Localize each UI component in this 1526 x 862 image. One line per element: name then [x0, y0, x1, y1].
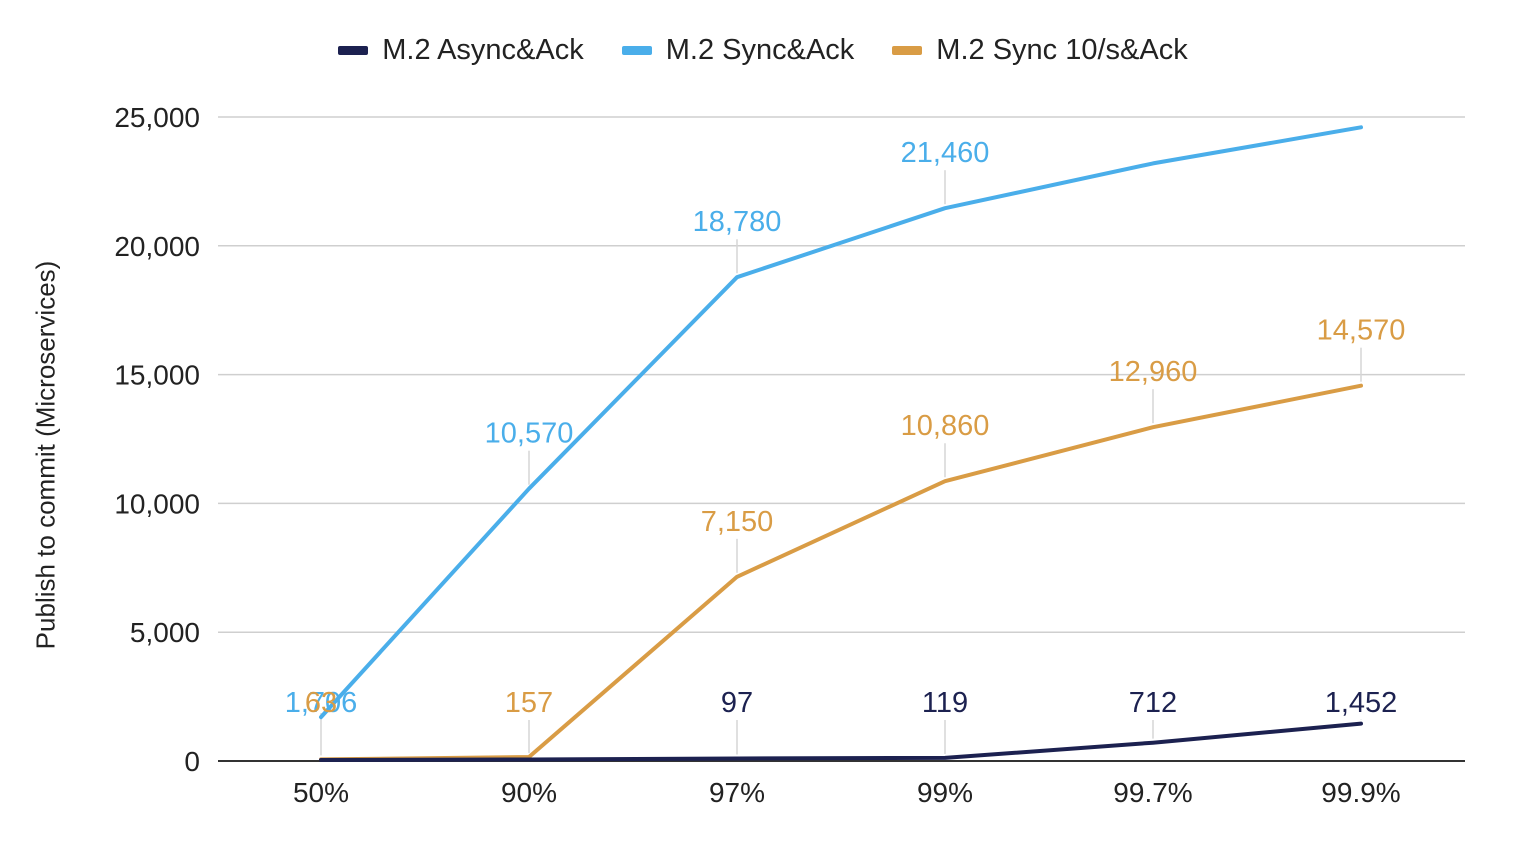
x-tick-label: 50% — [293, 777, 349, 808]
data-label: 712 — [1129, 687, 1177, 719]
y-tick-label: 20,000 — [114, 231, 200, 262]
data-label: 18,780 — [693, 206, 782, 238]
y-tick-label: 0 — [184, 746, 200, 777]
legend-swatch-async-ack — [338, 46, 369, 55]
series-line — [319, 721, 1363, 762]
x-tick-label: 90% — [501, 777, 557, 808]
gridlines — [218, 116, 1465, 762]
data-label: 10,860 — [901, 410, 990, 442]
label-leader-lines — [320, 170, 1362, 756]
x-tick-label: 99% — [917, 777, 973, 808]
data-label: 1,452 — [1325, 687, 1398, 719]
legend-label-async-ack: M.2 Async&Ack — [382, 34, 584, 66]
y-axis-ticks: 0 5,000 10,000 15,000 20,000 25,000 — [114, 102, 200, 777]
legend-item-async-ack: M.2 Async&Ack — [338, 34, 584, 67]
data-label: 63 — [305, 687, 337, 719]
legend-item-sync-10s-ack: M.2 Sync 10/s&Ack — [892, 34, 1188, 67]
chart-legend: M.2 Async&Ack M.2 Sync&Ack M.2 Sync 10/s… — [0, 34, 1526, 67]
data-label: 157 — [505, 687, 553, 719]
series-line — [319, 125, 1363, 720]
x-tick-label: 99.7% — [1113, 777, 1192, 808]
y-tick-label: 25,000 — [114, 102, 200, 133]
legend-item-sync-ack: M.2 Sync&Ack — [621, 34, 855, 67]
data-label: 119 — [922, 687, 968, 719]
y-tick-label: 5,000 — [130, 617, 200, 648]
legend-swatch-sync-ack — [621, 46, 652, 55]
legend-label-sync-ack: M.2 Sync&Ack — [665, 34, 855, 66]
series-lines — [319, 125, 1363, 762]
legend-swatch-sync-10s-ack — [892, 46, 923, 55]
data-label: 97 — [721, 687, 753, 719]
data-label: 12,960 — [1109, 356, 1198, 388]
data-label: 7,150 — [701, 506, 774, 538]
data-labels: 97 119 712 1,452 1,706 10,570 18,780 21,460 63 15… — [285, 137, 1406, 719]
series-line — [319, 383, 1363, 762]
data-label: 21,460 — [901, 137, 990, 169]
legend-label-sync-10s-ack: M.2 Sync 10/s&Ack — [936, 34, 1188, 66]
data-label: 14,570 — [1317, 315, 1406, 347]
x-tick-label: 99.9% — [1321, 777, 1400, 808]
data-label: 10,570 — [485, 418, 574, 450]
x-tick-label: 97% — [709, 777, 765, 808]
y-tick-label: 10,000 — [114, 488, 200, 519]
data-label: 1,706 — [285, 687, 358, 719]
y-tick-label: 15,000 — [114, 360, 200, 391]
x-axis-ticks: 50% 90% 97% 99% 99.7% 99.9% — [293, 777, 1401, 808]
